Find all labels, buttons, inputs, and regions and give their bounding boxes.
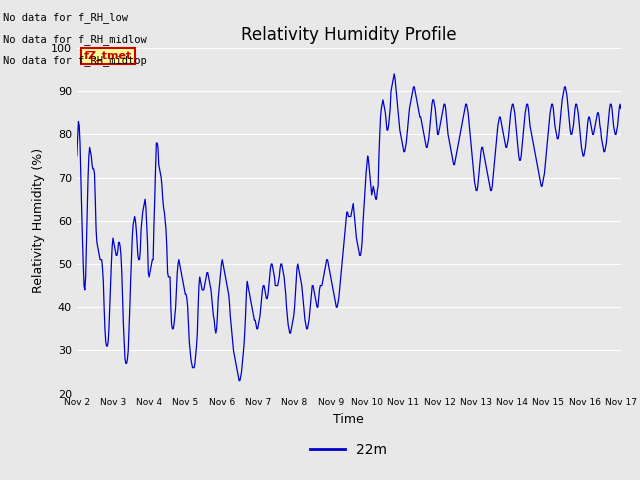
Title: Relativity Humidity Profile: Relativity Humidity Profile xyxy=(241,25,456,44)
Text: No data for f_RH_midtop: No data for f_RH_midtop xyxy=(3,55,147,66)
Legend: 22m: 22m xyxy=(305,438,393,463)
Text: No data for f_RH_midlow: No data for f_RH_midlow xyxy=(3,34,147,45)
Text: No data for f_RH_low: No data for f_RH_low xyxy=(3,12,128,23)
Y-axis label: Relativity Humidity (%): Relativity Humidity (%) xyxy=(33,148,45,293)
X-axis label: Time: Time xyxy=(333,413,364,426)
Text: fZ_tmet: fZ_tmet xyxy=(84,51,132,61)
